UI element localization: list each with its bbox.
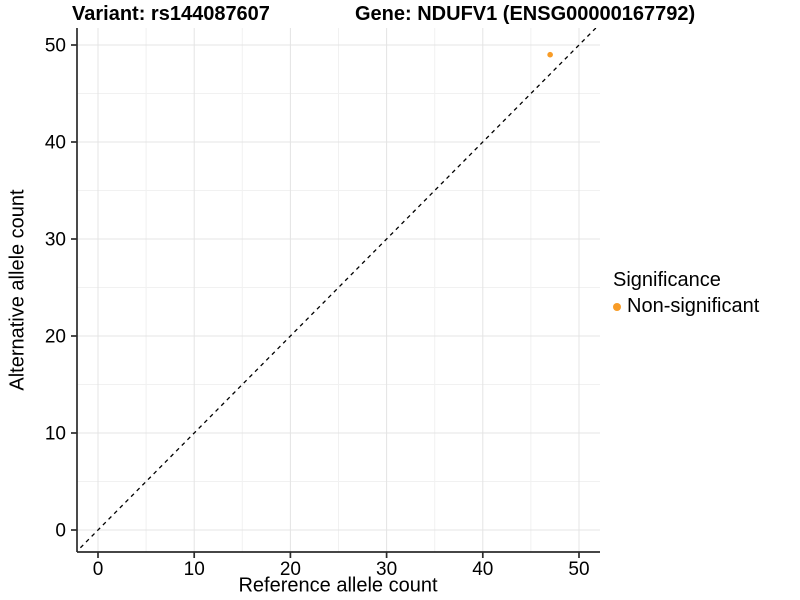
y-axis-title: Alternative allele count [6,189,29,391]
major-gridlines [77,28,600,552]
plot-title-gene: Gene: NDUFV1 (ENSG00000167792) [355,3,696,25]
y-tick-label: 50 [45,36,66,57]
legend-point-icon [613,302,621,311]
axis-lines [76,28,600,553]
legend-title: Significance [613,269,721,291]
x-tick-label: 10 [184,559,205,580]
x-tick-label: 20 [280,559,301,580]
x-tick-label: 30 [376,559,397,580]
y-tick-label: 40 [45,133,66,154]
minor-gridlines [77,28,600,552]
legend-item-non-significant: Non-significant [613,295,759,318]
data-point [547,51,553,58]
y-tick-label: 20 [45,327,66,348]
axis-ticks [71,44,580,558]
x-axis-title: Reference allele count [238,574,438,597]
x-tick-label: 40 [472,559,493,580]
plot-title-variant: Variant: rs144087607 [72,3,270,25]
y-tick-label: 30 [45,230,66,251]
x-tick-label: 50 [568,559,589,580]
x-tick-label: 0 [93,559,104,580]
axis-tick-labels: 0 10 20 30 40 50 0 10 20 30 40 50 [45,36,590,580]
data-points-group [547,51,553,58]
y-tick-label: 0 [55,521,66,542]
y-tick-label: 10 [45,424,66,445]
legend-item-label: Non-significant [627,295,760,317]
legend: Significance Non-significant [613,269,759,318]
